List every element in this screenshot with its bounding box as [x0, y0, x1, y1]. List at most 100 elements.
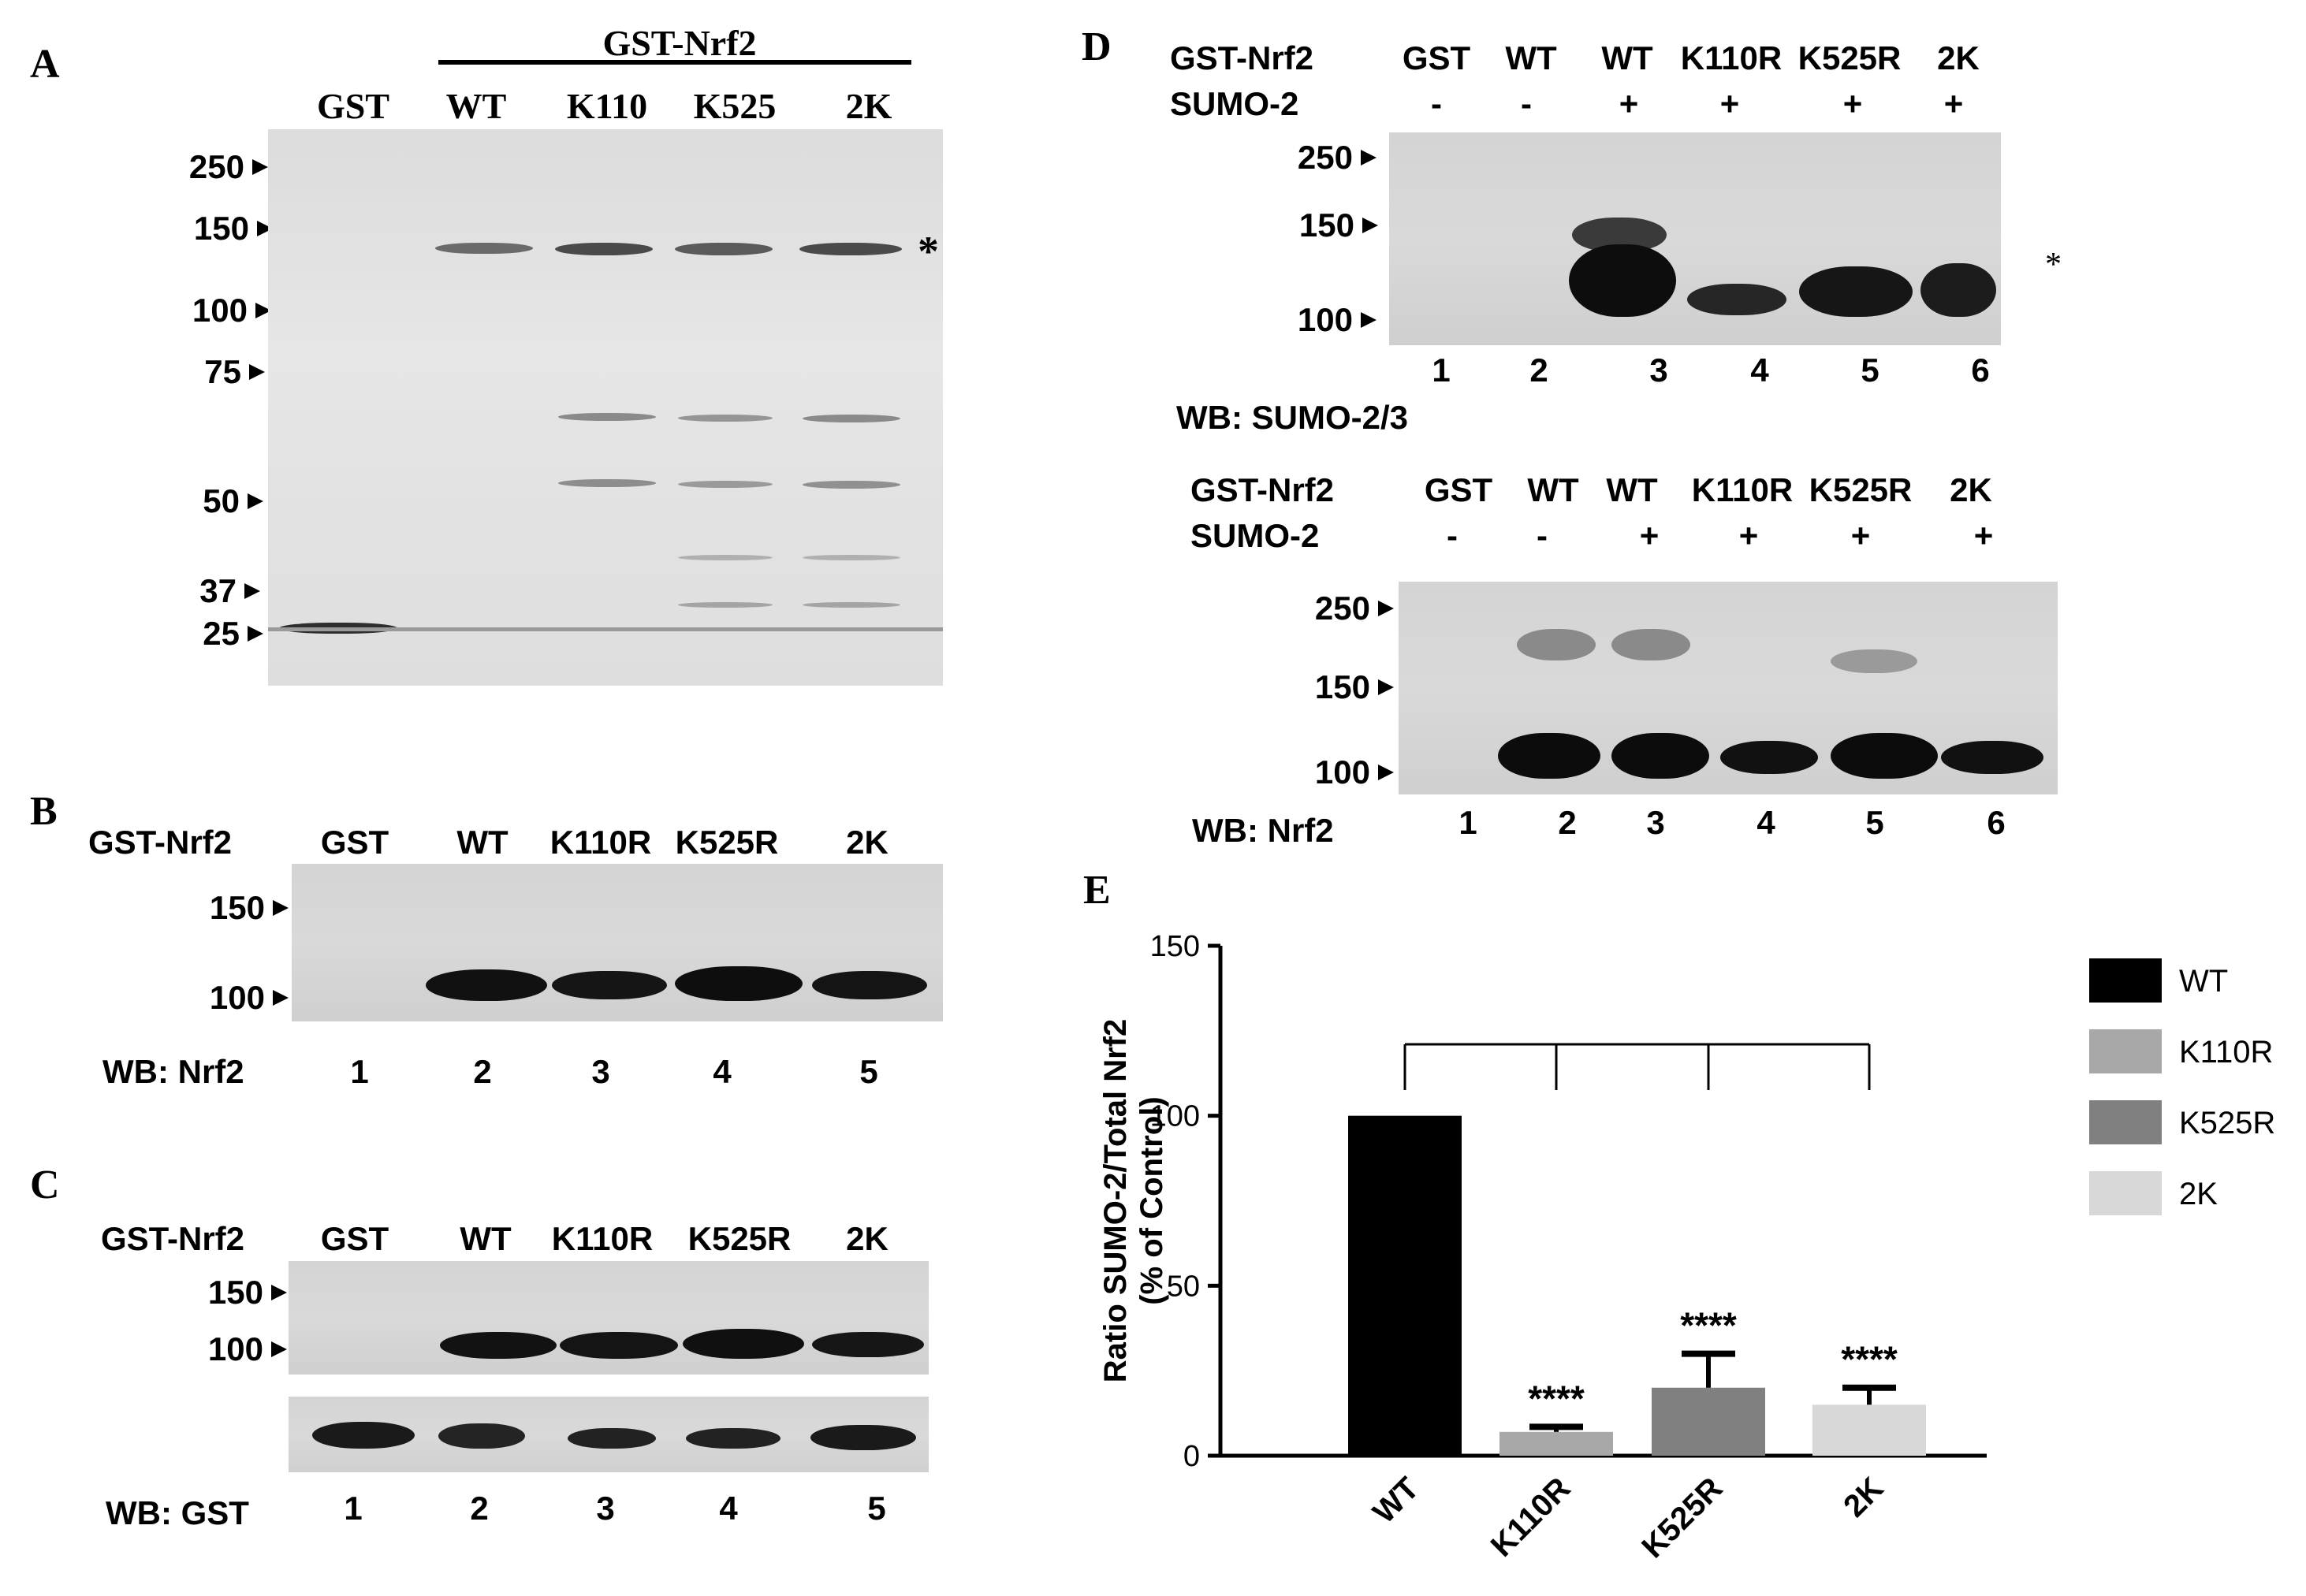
marker-arrow-icon — [273, 900, 289, 916]
panel-c-lane-number: 3 — [596, 1490, 615, 1527]
panel-d-bottom-lane-label: K110R — [1691, 471, 1794, 508]
panel-d-top-lane-number: 2 — [1529, 352, 1548, 389]
significance-label: **** — [1841, 1339, 1898, 1380]
panel-d-bottom-lane-label: WT — [1606, 471, 1658, 508]
panel-b-letter: B — [30, 789, 58, 834]
panel-d-top-lane-label: WT — [1601, 39, 1653, 76]
panel-a-asterisk: * — [918, 228, 939, 275]
panel-a-letter: A — [30, 42, 60, 87]
panel-c-lane-label: GST — [320, 1220, 389, 1257]
panel-d-top-sumo-sign: + — [1719, 85, 1740, 122]
panel-d-top-blot — [1389, 132, 2001, 345]
panel-d-top-lane-number: 5 — [1861, 352, 1879, 389]
panel-a-group-bar — [438, 60, 911, 65]
panel-b-lane-label: K525R — [675, 824, 779, 861]
band — [1611, 629, 1690, 660]
band — [312, 1422, 415, 1449]
band — [438, 1423, 525, 1449]
panel-c-lane-number: 1 — [344, 1490, 363, 1527]
panel-c-lane-label: 2K — [846, 1220, 888, 1257]
panel-d-top-lane-number: 6 — [1971, 352, 1990, 389]
band — [803, 481, 900, 489]
band — [678, 555, 773, 560]
y-tick-label: 100 — [1150, 1100, 1200, 1133]
band — [1920, 263, 1996, 317]
panel-d-bottom-lane-number: 1 — [1458, 804, 1477, 841]
panel-a-lane-label: K525 — [693, 86, 777, 126]
bar — [1812, 1404, 1926, 1456]
panel-d-bottom-wb-label: WB: Nrf2 — [1192, 812, 1334, 849]
significance-label: **** — [1680, 1305, 1737, 1346]
band — [1799, 266, 1913, 317]
panel-d-top-sumo-sign: - — [1521, 85, 1532, 122]
panel-b-lane-label: WT — [456, 824, 509, 861]
panel-d-bottom-sumo-sign: + — [1973, 517, 1994, 554]
band — [803, 602, 900, 608]
panel-d-top-wb-label: WB: SUMO-2/3 — [1176, 399, 1408, 436]
panel-d-top-lane-label: K110R — [1680, 39, 1783, 76]
panel-d-bottom-sumo-sign: + — [1850, 517, 1871, 554]
marker-arrow-icon — [1361, 312, 1377, 328]
panel-d-top-lane-label: WT — [1505, 39, 1557, 76]
panel-d-top-sumo-sign: - — [1431, 85, 1442, 122]
x-tick-label: WT — [1366, 1471, 1425, 1530]
band — [812, 1332, 924, 1357]
x-tick-label: K525R — [1635, 1471, 1729, 1564]
panel-d-bottom-lane-label: 2K — [1950, 471, 1992, 508]
band — [1941, 741, 2043, 774]
legend-swatch — [2089, 958, 2162, 1003]
marker-arrow-icon — [1362, 218, 1378, 233]
panel-b-lane-number: 4 — [713, 1053, 732, 1090]
panel-d-top-lane-label: K525R — [1797, 39, 1902, 76]
band — [799, 243, 902, 255]
significance-label: **** — [1528, 1378, 1585, 1419]
marker-arrow-icon — [248, 626, 263, 642]
panel-b-lane-number: 1 — [350, 1053, 369, 1090]
band — [558, 413, 656, 421]
panel-c-lane-label: K110R — [551, 1220, 654, 1257]
panel-d-top-sumo-sign: + — [1842, 85, 1863, 122]
legend-swatch — [2089, 1029, 2162, 1073]
legend-swatch — [2089, 1171, 2162, 1215]
panel-d-letter: D — [1082, 24, 1112, 69]
panel-d-top-lane-label: 2K — [1937, 39, 1980, 76]
panel-d-top-row1-label: GST-Nrf2 — [1170, 39, 1314, 76]
panel-a-lane-label: K110 — [566, 86, 648, 126]
marker-arrow-icon — [1378, 765, 1394, 780]
marker-arrow-icon — [271, 1341, 287, 1357]
band — [426, 969, 547, 1001]
panel-d-bottom-sumo-sign: - — [1447, 517, 1458, 554]
y-tick-label: 0 — [1183, 1440, 1200, 1473]
marker-arrow-icon — [1378, 601, 1394, 616]
panel-c-lane-number: 4 — [719, 1490, 738, 1527]
band — [1831, 649, 1917, 673]
panel-d-bottom-lane-label: WT — [1527, 471, 1579, 508]
panel-b-lane-number: 2 — [473, 1053, 492, 1090]
band — [568, 1428, 656, 1449]
panel-c-lane-label: K525R — [687, 1220, 792, 1257]
panel-c-row-label: GST-Nrf2 — [101, 1220, 245, 1257]
panel-a-gel — [268, 129, 943, 686]
band — [268, 627, 943, 631]
band — [1687, 284, 1786, 315]
band — [1517, 629, 1596, 660]
band — [560, 1332, 678, 1359]
band — [1498, 733, 1600, 779]
panel-a-lane-label: WT — [445, 86, 507, 126]
panel-d-bottom-lane-label: GST — [1424, 471, 1493, 508]
legend-label: WT — [2179, 964, 2228, 999]
panel-d-bottom-sumo-sign: - — [1537, 517, 1548, 554]
panel-d-bottom-lane-number: 3 — [1646, 804, 1665, 841]
panel-d-top-lane-number: 3 — [1649, 352, 1668, 389]
band — [435, 243, 533, 254]
panel-d-bottom-lane-number: 5 — [1865, 804, 1884, 841]
x-tick-label: 2K — [1837, 1471, 1890, 1523]
panel-d-bottom-blot — [1399, 582, 2058, 794]
panel-e-chart: 0 50 100 150 Ratio SUMO-2/Total Nrf2(% of Co… — [1080, 906, 2302, 1592]
panel-c-blot-nrf2 — [289, 1261, 929, 1375]
panel-d-bottom-lane-number: 6 — [1987, 804, 2006, 841]
panel-d-top-lane-label: GST — [1402, 39, 1471, 76]
y-tick-label: 150 — [1150, 930, 1200, 963]
marker-arrow-icon — [273, 990, 289, 1006]
panel-d-top-asterisk: * — [2045, 247, 2062, 283]
